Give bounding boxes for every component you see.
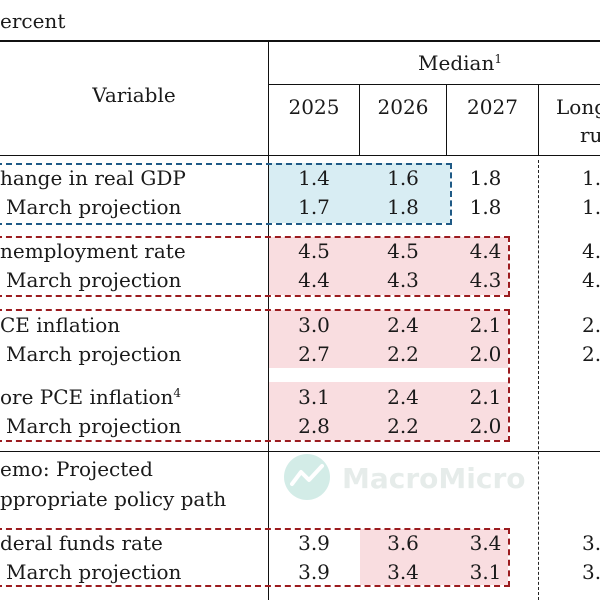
ffr-2027: 3.4 [469, 531, 502, 555]
variable-column-line [268, 41, 269, 600]
unemp-march-2025: 4.4 [298, 268, 330, 292]
inflation-dashed-box [0, 309, 510, 442]
core-march-2025: 2.8 [298, 414, 330, 438]
ffr-highlight [360, 529, 508, 585]
gdp-march-longrun: 1. [582, 195, 600, 219]
year-2027-header: 2027 [467, 95, 518, 119]
watermark: MacroMicro [282, 452, 552, 502]
gdp-2026: 1.6 [387, 166, 419, 190]
core-pce-footnote: 4 [173, 386, 182, 400]
unit-label: ercent [0, 9, 66, 33]
row-label-ffr-march: March projection [6, 560, 182, 584]
row-label-core-march: March projection [6, 414, 182, 438]
header-mid-rule [268, 84, 600, 85]
gdp-march-2026: 1.8 [387, 195, 419, 219]
longrun-dashed-separator [538, 160, 539, 600]
pce-highlight [268, 310, 508, 368]
core-pce-label: ore PCE inflation [0, 385, 174, 409]
median-footnote: 1 [494, 52, 502, 66]
row-label-ffr: deral funds rate [0, 531, 163, 555]
unemp-highlight [268, 237, 508, 295]
ffr-march-2027: 3.1 [469, 560, 502, 584]
unemp-dashed-box [0, 236, 510, 297]
row-label-unemp-march: March projection [6, 268, 182, 292]
gdp-march-2027: 1.8 [469, 195, 502, 219]
unemp-march-longrun: 4. [582, 268, 600, 292]
row-label-gdp-march: March projection [6, 195, 182, 219]
longer-run-header-line2: ru [580, 123, 600, 147]
row-label-unemployment: nemployment rate [0, 239, 186, 263]
unemp-march-2027: 4.3 [469, 268, 502, 292]
top-rule [0, 40, 600, 42]
pce-2027: 2.1 [469, 313, 502, 337]
longer-run-header-line1: Long [556, 95, 600, 119]
variable-header: Variable [92, 83, 176, 107]
gdp-2025: 1.4 [298, 166, 330, 190]
unemp-march-2026: 4.3 [387, 268, 419, 292]
unemp-2026: 4.5 [387, 239, 419, 263]
row-label-pce: CE inflation [0, 313, 121, 337]
ffr-2025: 3.9 [298, 531, 330, 555]
watermark-logo-icon [284, 454, 330, 500]
gdp-march-2025: 1.7 [298, 195, 330, 219]
unemp-2027: 4.4 [469, 239, 502, 263]
core-march-2026: 2.2 [387, 414, 419, 438]
header-bottom-rule [0, 155, 600, 156]
core-2026: 2.4 [387, 385, 419, 409]
core-2025: 3.1 [298, 385, 330, 409]
col-2027-longrun-line [538, 85, 539, 155]
gdp-longrun: 1. [582, 166, 600, 190]
pce-longrun: 2. [582, 313, 600, 337]
pce-march-2026: 2.2 [387, 342, 419, 366]
watermark-text: MacroMicro [342, 462, 526, 495]
unemp-2025: 4.5 [298, 239, 330, 263]
year-2025-header: 2025 [288, 95, 340, 119]
pce-march-longrun: 2. [582, 342, 600, 366]
year-2026-header: 2026 [377, 95, 429, 119]
memo-top-rule [0, 451, 600, 452]
col-2026-2027-line [446, 85, 447, 155]
gdp-highlight [268, 163, 450, 223]
gdp-2027: 1.8 [469, 166, 502, 190]
core-pce-highlight [268, 382, 508, 440]
row-label-core-pce: ore PCE inflation4 [0, 386, 181, 408]
ffr-2026: 3.6 [387, 531, 419, 555]
pce-2025: 3.0 [298, 313, 330, 337]
memo-line1: emo: Projected [0, 457, 153, 481]
core-2027: 2.1 [469, 385, 502, 409]
median-label: Median [418, 51, 495, 75]
gdp-dashed-box [0, 163, 452, 225]
median-header: Median1 [390, 52, 530, 74]
ffr-march-2025: 3.9 [298, 560, 330, 584]
core-march-2027: 2.0 [469, 414, 502, 438]
pce-march-2025: 2.7 [298, 342, 330, 366]
pce-march-2027: 2.0 [469, 342, 502, 366]
memo-line2: ppropriate policy path [0, 487, 227, 511]
ffr-march-2026: 3.4 [387, 560, 419, 584]
col-2025-2026-line [359, 85, 360, 155]
unemp-longrun: 4. [582, 239, 600, 263]
ffr-dashed-box [0, 528, 510, 587]
ffr-longrun: 3. [582, 531, 600, 555]
row-label-pce-march: March projection [6, 342, 182, 366]
row-label-gdp: hange in real GDP [0, 166, 186, 190]
pce-2026: 2.4 [387, 313, 419, 337]
ffr-march-longrun: 3. [582, 560, 600, 584]
